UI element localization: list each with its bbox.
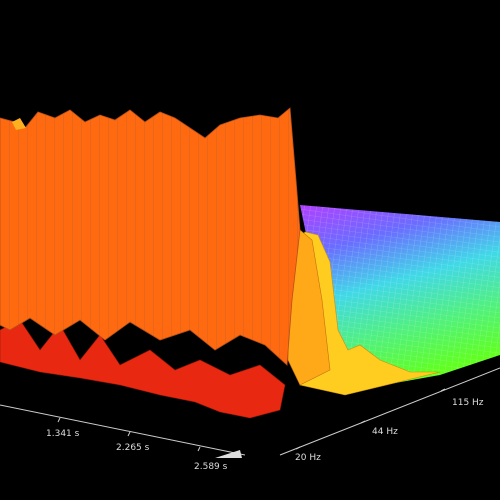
time-axis (0, 404, 246, 456)
time-ticks (57, 417, 201, 452)
time-label: 2.589 s (194, 462, 228, 472)
time-label: 1.341 s (46, 429, 80, 439)
axes (0, 367, 500, 456)
main-wall (0, 107, 301, 366)
frequency-ticks (295, 388, 446, 450)
spectrum-floor (300, 205, 500, 392)
decay-region (0, 319, 286, 419)
time-label: 2.265 s (116, 443, 150, 453)
frequency-label: 20 Hz (295, 453, 321, 463)
axis-arrow (215, 450, 242, 458)
frequency-label: 115 Hz (452, 398, 484, 408)
frequency-axis (279, 367, 500, 456)
frequency-label: 44 Hz (372, 427, 398, 437)
